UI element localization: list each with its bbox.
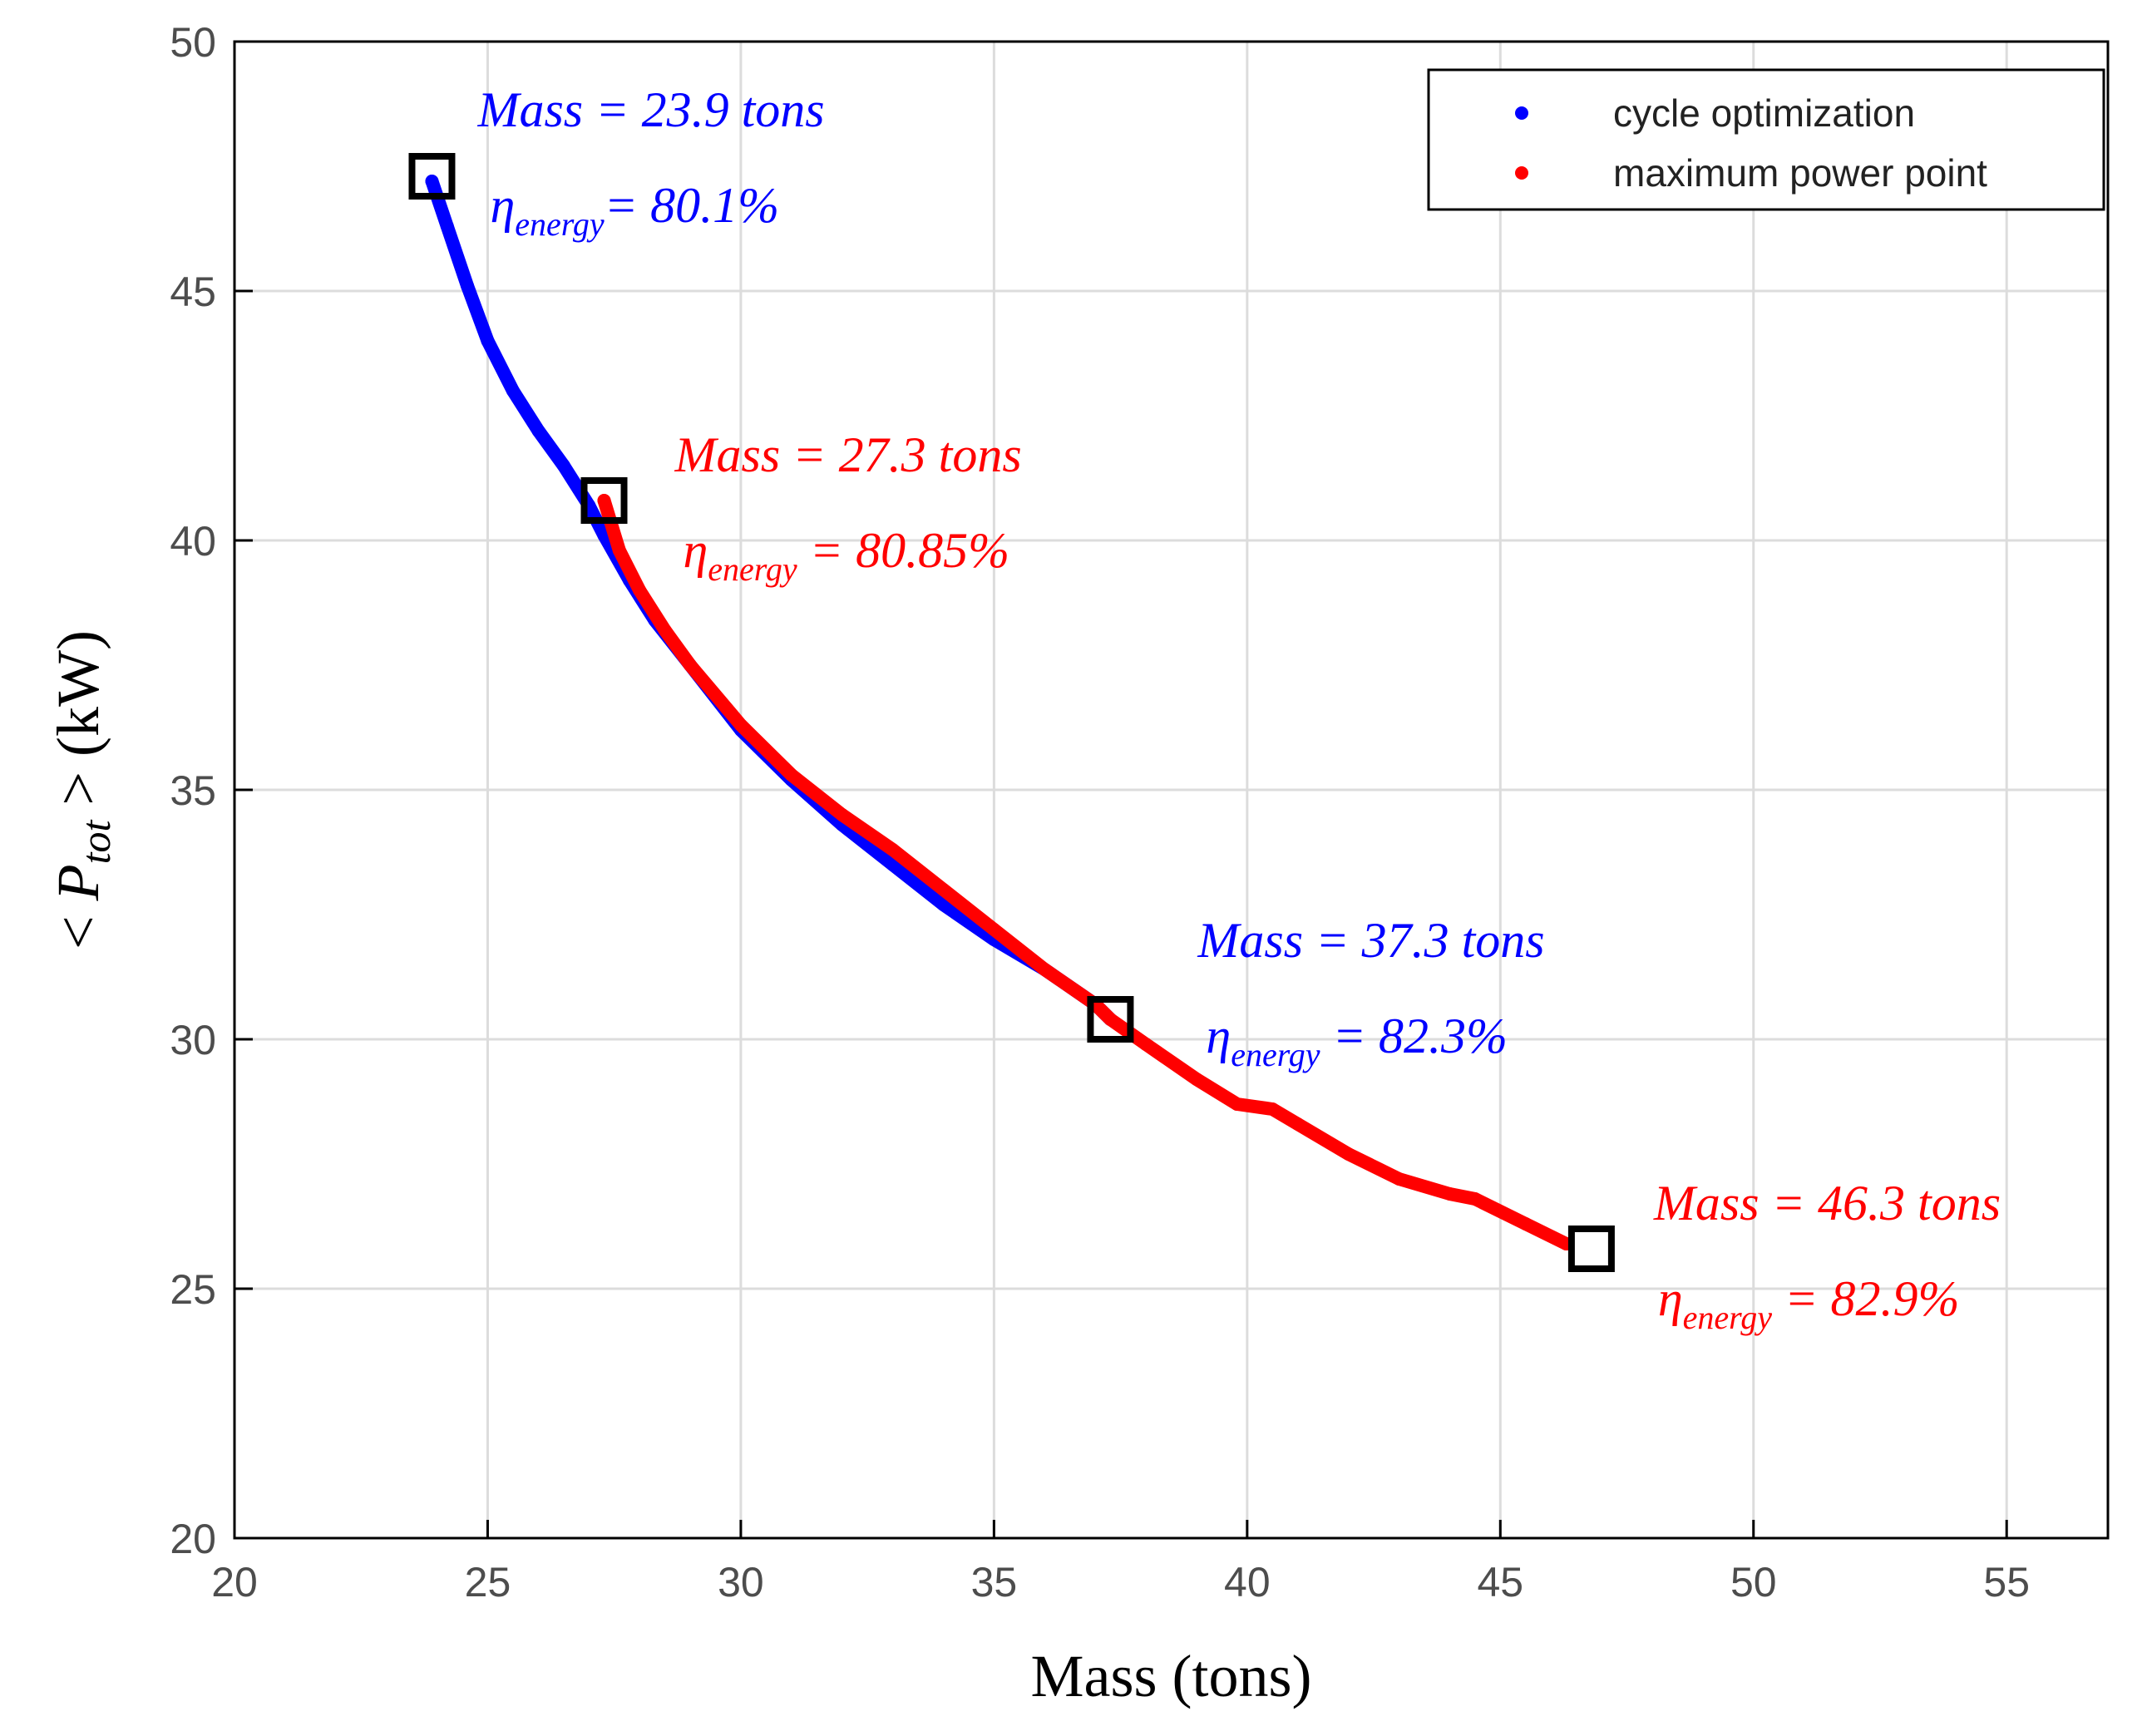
data-point: [1518, 1217, 1533, 1230]
data-point: [1291, 1117, 1305, 1131]
data-point: [531, 424, 545, 437]
y-tick-label: 25: [170, 1266, 216, 1313]
data-point: [1468, 1192, 1482, 1206]
eta-subscript: energy: [1683, 1299, 1773, 1336]
eta-value: = 80.85%: [797, 523, 1009, 578]
square-marker: [1087, 996, 1134, 1043]
data-point: [684, 658, 698, 672]
eta-symbol: η: [1206, 1009, 1231, 1063]
data-point: [1266, 1102, 1280, 1116]
legend: cycle optimization maximum power point: [1427, 68, 2105, 211]
square-marker: [580, 477, 628, 524]
y-axis-label-var: P: [45, 864, 111, 901]
y-axis-label-left: <: [45, 900, 111, 949]
annotation-efficiency: ηenergy = 82.9%: [1658, 1271, 1960, 1336]
eta-symbol: η: [1658, 1271, 1683, 1326]
y-tick-label: 30: [170, 1017, 216, 1063]
y-tick-label: 40: [170, 518, 216, 565]
data-point: [1038, 963, 1052, 976]
y-axis-label-right: > (kW): [45, 630, 111, 821]
data-point: [633, 584, 647, 597]
data-point: [461, 279, 475, 293]
x-axis-label: Mass (tons): [1031, 1643, 1312, 1709]
y-tick-label: 35: [170, 767, 216, 814]
x-tick-label: 50: [1730, 1559, 1777, 1605]
data-point: [481, 334, 495, 348]
y-tick-label: 45: [170, 269, 216, 315]
annotation-efficiency: ηenergy = 80.85%: [684, 523, 1010, 588]
data-point: [886, 858, 900, 871]
eta-value: = 82.9%: [1772, 1271, 1959, 1326]
annotation-mass: Mass = 27.3 tons: [674, 427, 1022, 482]
svg-text:< Ptot > (kW): < Ptot > (kW): [45, 630, 119, 949]
eta-value: = 82.3%: [1320, 1009, 1508, 1063]
data-point: [440, 219, 454, 233]
annotation-4: Mass = 46.3 tons ηenergy = 82.9%: [1653, 1176, 2001, 1336]
data-point: [1443, 1187, 1457, 1201]
y-tick-label: 20: [170, 1516, 216, 1562]
legend-label: maximum power point: [1613, 151, 1987, 195]
annotation-mass: Mass = 46.3 tons: [1653, 1176, 2001, 1230]
data-point: [612, 544, 626, 557]
annotation-2: Mass = 27.3 tons ηenergy = 80.85%: [674, 427, 1022, 588]
data-point: [733, 718, 748, 732]
data-point: [1139, 1038, 1153, 1051]
y-axis-label: < Ptot > (kW): [45, 630, 119, 949]
data-point: [886, 843, 900, 856]
eta-symbol: η: [490, 178, 515, 233]
annotation-1: Mass = 23.9 tons ηenergy= 80.1%: [476, 82, 824, 243]
legend-box: [1427, 68, 2105, 211]
x-tick-label: 55: [1983, 1559, 2030, 1605]
series-group: [425, 175, 1573, 1250]
annotation-mass: Mass = 37.3 tons: [1197, 913, 1544, 968]
data-point: [1341, 1147, 1355, 1161]
eta-subscript: energy: [1231, 1036, 1320, 1073]
data-point: [658, 624, 672, 637]
data-point: [936, 883, 950, 896]
marker-group: [408, 153, 1615, 1272]
data-point: [556, 459, 570, 472]
data-point: [835, 808, 849, 821]
legend-marker: [1515, 166, 1528, 180]
y-axis-label-sub: tot: [72, 819, 119, 864]
eta-value: = 80.1%: [605, 178, 779, 233]
data-point: [1230, 1097, 1244, 1111]
data-point: [936, 898, 950, 911]
data-point: [597, 494, 611, 507]
data-point: [506, 384, 520, 397]
data-point: [987, 923, 1001, 936]
square-marker: [1567, 1226, 1615, 1272]
annotation-efficiency: ηenergy= 80.1%: [490, 178, 779, 243]
x-tick-label: 45: [1477, 1559, 1523, 1605]
x-tick-label: 40: [1224, 1559, 1271, 1605]
x-axis-ticks: 20 25 30 35 40 45 50 55: [211, 1520, 2030, 1605]
x-tick-label: 35: [971, 1559, 1018, 1605]
eta-symbol: η: [684, 523, 708, 578]
data-point: [425, 175, 439, 188]
x-tick-label: 30: [718, 1559, 764, 1605]
data-point: [1189, 1073, 1203, 1086]
y-axis-ticks: 20 25 30 35 40 45 50: [170, 19, 253, 1562]
grid: [233, 40, 2108, 1540]
square-marker: [408, 153, 456, 200]
legend-marker: [1515, 106, 1528, 120]
annotation-3: Mass = 37.3 tons ηenergy = 82.3%: [1197, 913, 1544, 1073]
x-tick-label: 20: [211, 1559, 258, 1605]
data-point: [1103, 1013, 1118, 1026]
eta-subscript: energy: [515, 205, 605, 243]
annotation-mass: Mass = 23.9 tons: [476, 82, 824, 137]
legend-label: cycle optimization: [1613, 91, 1915, 135]
eta-subscript: energy: [708, 550, 797, 588]
x-tick-label: 25: [465, 1559, 511, 1605]
y-tick-label: 50: [170, 19, 216, 66]
annotation-efficiency: ηenergy = 82.3%: [1206, 1009, 1508, 1073]
data-point: [1392, 1172, 1406, 1186]
data-point: [784, 768, 798, 782]
